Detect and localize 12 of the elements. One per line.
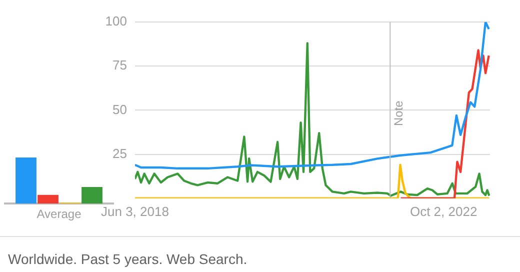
x-tick-label: Oct 2, 2022: [410, 204, 478, 219]
y-tick-label: 25: [112, 146, 127, 161]
y-tick-label: 50: [112, 102, 127, 117]
text: Worldwide. Past 5 years. Web Search.: [8, 251, 248, 267]
y-tick-label: 75: [112, 58, 127, 73]
x-tick-label: Average: [36, 207, 82, 222]
x-tick-label: Jun 3, 2018: [100, 204, 169, 219]
bar: [38, 194, 58, 204]
y-tick-label: 100: [105, 14, 127, 29]
bar: [16, 158, 36, 204]
bar: [82, 187, 102, 204]
ref-line-label: Note: [391, 100, 406, 126]
